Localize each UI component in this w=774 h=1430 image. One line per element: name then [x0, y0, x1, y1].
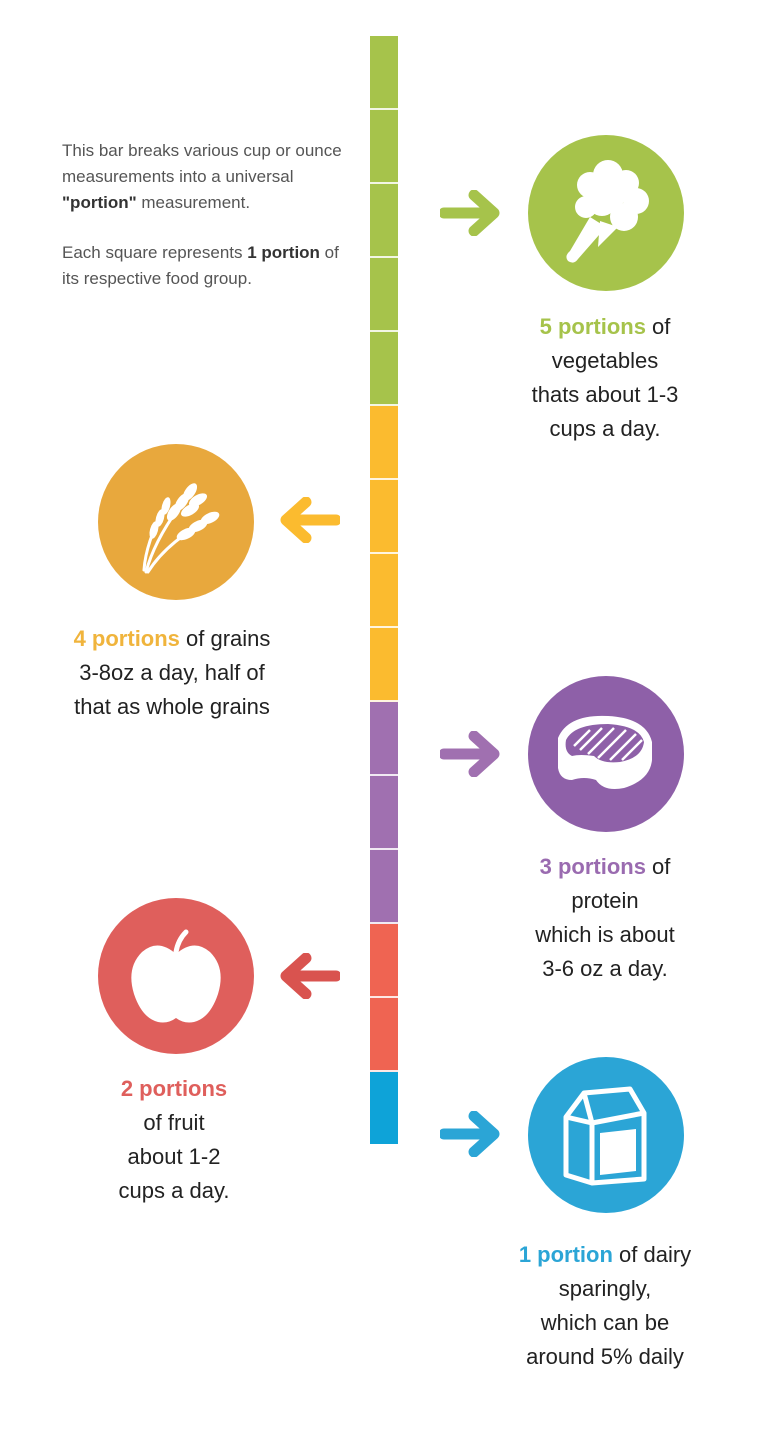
wheat-icon [142, 483, 220, 574]
portion-square-vegetables [370, 332, 398, 406]
portion-square-protein [370, 776, 398, 850]
intro-text: This bar breaks various cup or ounce mea… [62, 138, 352, 292]
dairy-caption-line-1: 1 portion of dairy [518, 1242, 692, 1267]
grains-caption-line-2: 3-8oz a day, half of [79, 660, 265, 685]
grains-caption-line-1: 4 portions of grains [73, 626, 271, 651]
vegetables-caption-line-3: thats about 1-3 [531, 382, 679, 407]
arrow-fruit [278, 952, 342, 1000]
portion-square-grains [370, 406, 398, 480]
dairy-caption-line-4: around 5% daily [526, 1344, 684, 1369]
vegetables-caption: 5 portions of vegetables thats about 1-3… [490, 310, 720, 446]
portion-square-grains [370, 554, 398, 628]
grains-caption: 4 portions of grains 3-8oz a day, half o… [52, 622, 292, 724]
arrow-dairy [438, 1110, 502, 1158]
vegetables-caption-line-4: cups a day. [549, 416, 661, 441]
fruit-caption-line-4: cups a day. [118, 1178, 230, 1203]
portion-square-grains [370, 628, 398, 702]
portion-square-vegetables [370, 110, 398, 184]
fruit-caption-line-2: of fruit [143, 1110, 205, 1135]
intro-paragraph-1: This bar breaks various cup or ounce mea… [62, 141, 342, 212]
grains-circle [98, 444, 254, 600]
portion-square-fruit [370, 998, 398, 1072]
portion-square-vegetables [370, 36, 398, 110]
portion-square-grains [370, 480, 398, 554]
protein-caption-line-4: 3-6 oz a day. [542, 956, 668, 981]
protein-caption: 3 portions of protein which is about 3-6… [490, 850, 720, 986]
broccoli-icon [566, 160, 649, 263]
vegetables-caption-line-1: 5 portions of [539, 314, 671, 339]
dairy-circle [528, 1057, 684, 1213]
portion-square-vegetables [370, 258, 398, 332]
vegetables-circle [528, 135, 684, 291]
protein-caption-line-1: 3 portions of [539, 854, 671, 879]
dairy-caption-line-2: sparingly, [558, 1276, 652, 1301]
dairy-caption-line-3: which can be [540, 1310, 670, 1335]
steak-icon [558, 715, 652, 789]
protein-caption-line-2: protein [571, 888, 639, 913]
fruit-circle [98, 898, 254, 1054]
portion-square-protein [370, 850, 398, 924]
portion-square-protein [370, 702, 398, 776]
fruit-caption: 2 portions of fruit about 1-2 cups a day… [84, 1072, 264, 1208]
protein-circle [528, 676, 684, 832]
fruit-caption-line-1: 2 portions [120, 1076, 228, 1101]
portion-bar [370, 36, 398, 1144]
vegetables-caption-line-2: vegetables [551, 348, 659, 373]
intro-paragraph-2: Each square represents 1 portion of its … [62, 243, 339, 288]
milk-carton-icon [563, 1086, 647, 1186]
dairy-caption: 1 portion of dairy sparingly, which can … [490, 1238, 720, 1374]
portion-square-vegetables [370, 184, 398, 258]
portion-square-fruit [370, 924, 398, 998]
protein-caption-line-3: which is about [535, 922, 675, 947]
arrow-protein [438, 730, 502, 778]
grains-caption-line-3: that as whole grains [74, 694, 270, 719]
arrow-grains [278, 496, 342, 544]
portion-square-dairy [370, 1072, 398, 1144]
fruit-caption-line-3: about 1-2 [127, 1144, 221, 1169]
arrow-vegetables [438, 189, 502, 237]
apple-icon [131, 929, 221, 1023]
